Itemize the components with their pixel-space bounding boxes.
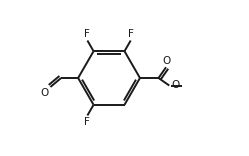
Text: F: F xyxy=(84,117,90,127)
Text: F: F xyxy=(128,29,134,39)
Text: O: O xyxy=(162,56,171,66)
Text: F: F xyxy=(84,29,90,39)
Text: O: O xyxy=(41,88,49,98)
Text: O: O xyxy=(171,80,179,90)
